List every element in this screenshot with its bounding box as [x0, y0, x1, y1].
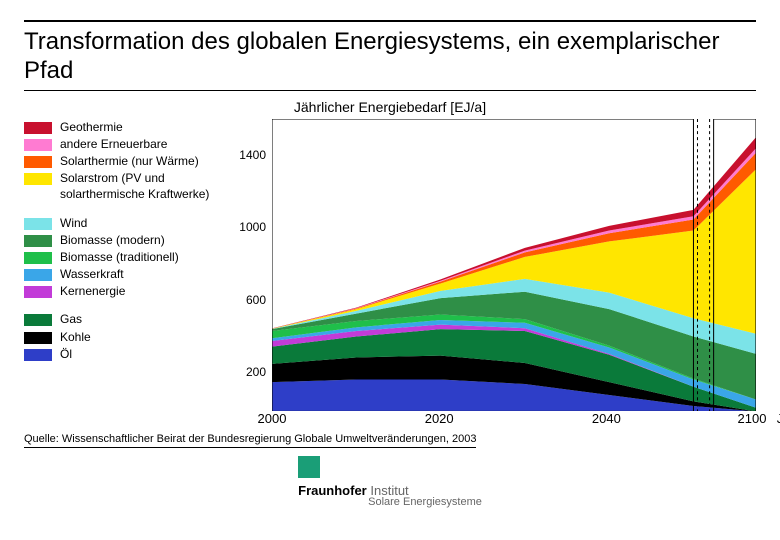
legend-item-wind: Wind [24, 215, 224, 231]
legend-label: Kernenergie [60, 283, 125, 299]
legend-item-andere: andere Erneuerbare [24, 136, 224, 152]
legend-label: Geothermie [60, 119, 123, 135]
legend-item-solar_pv: Solarstrom (PV und solarthermische Kraft… [24, 170, 224, 202]
legend-swatch [24, 235, 52, 247]
legend-item-oel: Öl [24, 346, 224, 362]
legend-item-wasser: Wasserkraft [24, 266, 224, 282]
legend-item-bio_mod: Biomasse (modern) [24, 232, 224, 248]
legend-label: Kohle [60, 329, 91, 345]
legend-item-kohle: Kohle [24, 329, 224, 345]
legend-label: Biomasse (modern) [60, 232, 165, 248]
fraunhofer-square-icon [298, 456, 320, 478]
legend-swatch [24, 173, 52, 185]
legend-swatch [24, 139, 52, 151]
legend-item-solar_th: Solarthermie (nur Wärme) [24, 153, 224, 169]
y-tick-label: 200 [246, 365, 266, 379]
legend-label: Solarstrom (PV und solarthermische Kraft… [60, 170, 224, 202]
title-underline [24, 90, 756, 91]
legend-swatch [24, 349, 52, 361]
chart-title: Jährlicher Energiebedarf [EJ/a] [24, 99, 756, 115]
legend-swatch [24, 314, 52, 326]
legend-label: Wind [60, 215, 87, 231]
legend-swatch [24, 252, 52, 264]
y-tick-label: 1400 [239, 148, 266, 162]
page-title: Transformation des globalen Energiesyste… [24, 28, 756, 86]
legend-item-bio_trad: Biomasse (traditionell) [24, 249, 224, 265]
legend-label: Solarthermie (nur Wärme) [60, 153, 199, 169]
footer-logo: Fraunhofer Institut Solare Energiesystem… [24, 456, 756, 510]
top-rule [24, 20, 756, 22]
legend-item-kern: Kernenergie [24, 283, 224, 299]
legend: Geothermieandere ErneuerbareSolarthermie… [24, 119, 224, 429]
legend-item-geo: Geothermie [24, 119, 224, 135]
legend-label: Biomasse (traditionell) [60, 249, 179, 265]
legend-item-gas: Gas [24, 311, 224, 327]
y-tick-label: 600 [246, 293, 266, 307]
legend-label: Gas [60, 311, 82, 327]
legend-label: Öl [60, 346, 72, 362]
legend-swatch [24, 156, 52, 168]
legend-swatch [24, 218, 52, 230]
legend-swatch [24, 332, 52, 344]
y-tick-label: 1000 [239, 220, 266, 234]
x-axis: Jahr 2000202020402100 [272, 411, 756, 429]
x-tick-label: 2020 [425, 411, 454, 426]
legend-swatch [24, 269, 52, 281]
legend-swatch [24, 286, 52, 298]
legend-label: Wasserkraft [60, 266, 124, 282]
x-tick-label: 2100 [738, 411, 767, 426]
chart-svg [272, 119, 756, 411]
source-line: Quelle: Wissenschaftlicher Beirat der Bu… [24, 433, 476, 448]
legend-label: andere Erneuerbare [60, 136, 167, 152]
x-tick-label: 2040 [592, 411, 621, 426]
legend-swatch [24, 122, 52, 134]
x-tick-label: 2000 [258, 411, 287, 426]
stacked-area-chart: 20060010001400 Jahr 2000202020402100 [234, 119, 756, 429]
